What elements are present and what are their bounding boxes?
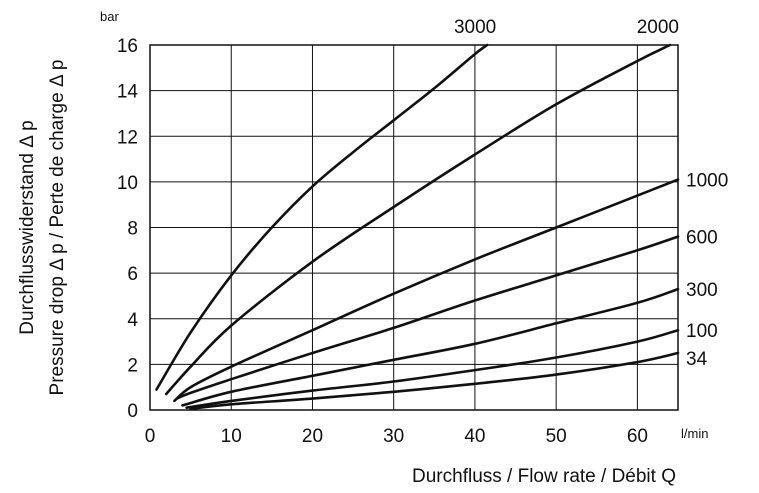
plot-frame [149, 44, 679, 411]
series-labels: 3000 2000 1000 600 300 100 34 [454, 17, 728, 370]
y-tick-label: 6 [127, 264, 138, 285]
y-unit-label: bar [100, 9, 119, 24]
series-curve-3000 [155, 43, 489, 391]
series-curve-300 [181, 287, 680, 407]
x-tick-label: 20 [302, 426, 323, 447]
y-axis-title-line-2: Pressure drop Δ p / Perte de charge Δ p [47, 60, 68, 396]
x-tick-label: 30 [383, 426, 404, 447]
series-label-1000: 1000 [686, 171, 728, 192]
series-label-3000: 3000 [454, 17, 496, 38]
x-tick-label: 10 [221, 426, 242, 447]
x-axis-title: Durchfluss / Flow rate / Débit Q [412, 466, 676, 487]
y-tick-label: 12 [117, 127, 138, 148]
x-tick-label: 40 [464, 426, 485, 447]
series-curve-100 [185, 328, 680, 409]
y-axis-title-line-1: Durchflusswiderstand Δ p [17, 120, 38, 334]
series-label-300: 300 [686, 280, 718, 301]
y-tick-label: 4 [127, 310, 138, 331]
x-unit-label: l/min [681, 426, 708, 441]
series-curve-1000 [173, 178, 680, 403]
tick-labels: 0 10 20 30 40 50 60 0 2 4 6 8 10 12 14 16 [117, 36, 648, 447]
x-tick-label: 0 [145, 426, 156, 447]
series-label-600: 600 [686, 228, 718, 249]
y-tick-label: 0 [127, 401, 138, 422]
y-tick-label: 8 [127, 219, 138, 240]
series-curve-2000 [164, 43, 672, 396]
series-curves [155, 43, 680, 411]
series-label-2000: 2000 [637, 17, 679, 38]
x-tick-label: 50 [546, 426, 567, 447]
series-curve-34 [189, 351, 680, 411]
y-tick-label: 10 [117, 173, 138, 194]
series-curve-600 [175, 235, 680, 400]
y-tick-label: 16 [117, 36, 138, 57]
series-label-100: 100 [686, 321, 718, 342]
x-tick-label: 60 [627, 426, 648, 447]
series-label-34: 34 [686, 349, 708, 370]
y-tick-label: 14 [117, 82, 139, 103]
y-tick-label: 2 [127, 355, 138, 376]
